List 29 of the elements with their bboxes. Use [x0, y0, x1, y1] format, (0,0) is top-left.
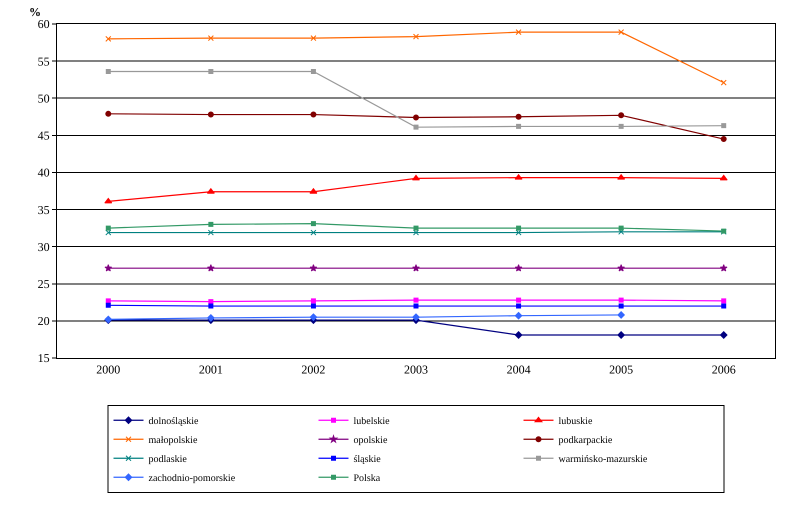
y-tick-label: 25 — [38, 276, 50, 291]
x-tick-label: 2006 — [712, 362, 736, 376]
x-tick-label: 2002 — [301, 362, 326, 376]
legend-label: dolnośląskie — [148, 416, 200, 428]
y-tick-label: 15 — [38, 351, 50, 366]
y-tick-label: 50 — [38, 91, 50, 106]
legend-label: podlaskie — [148, 454, 188, 466]
legend-label: śląskie — [354, 454, 382, 466]
x-tick-label: 2001 — [198, 362, 223, 376]
y-tick-label: 55 — [38, 54, 50, 68]
legend-label: zachodnio-pomorskie — [148, 473, 236, 484]
legend-label: Polska — [354, 473, 381, 484]
x-tick-label: 2005 — [609, 362, 634, 376]
legend-label: małopolskie — [148, 435, 198, 446]
y-tick-label: 45 — [38, 128, 50, 143]
y-tick-label: 20 — [38, 314, 50, 328]
legend-label: lubuskie — [558, 416, 593, 428]
x-tick-label: 2000 — [96, 362, 120, 376]
x-tick-label: 2004 — [506, 362, 531, 376]
y-axis-title: % — [29, 5, 41, 19]
y-tick-label: 60 — [38, 17, 50, 32]
legend-label: opolskie — [354, 435, 388, 446]
legend-label: lubelskie — [354, 416, 390, 428]
legend-label: podkarpackie — [558, 435, 613, 446]
y-tick-label: 30 — [38, 240, 50, 254]
y-tick-label: 40 — [38, 166, 50, 180]
legend-label: warmińsko-mazurskie — [558, 454, 648, 466]
x-tick-label: 2003 — [404, 362, 428, 376]
y-tick-label: 35 — [38, 202, 50, 217]
